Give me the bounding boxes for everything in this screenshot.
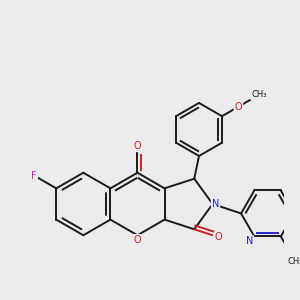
Text: N: N — [246, 236, 253, 246]
Text: F: F — [31, 171, 37, 181]
Text: O: O — [235, 102, 242, 112]
Text: N: N — [212, 199, 219, 209]
Text: O: O — [215, 232, 222, 242]
Text: O: O — [134, 141, 141, 151]
Text: O: O — [134, 235, 141, 245]
Text: CH₃: CH₃ — [287, 256, 300, 266]
Text: CH₃: CH₃ — [251, 90, 267, 99]
